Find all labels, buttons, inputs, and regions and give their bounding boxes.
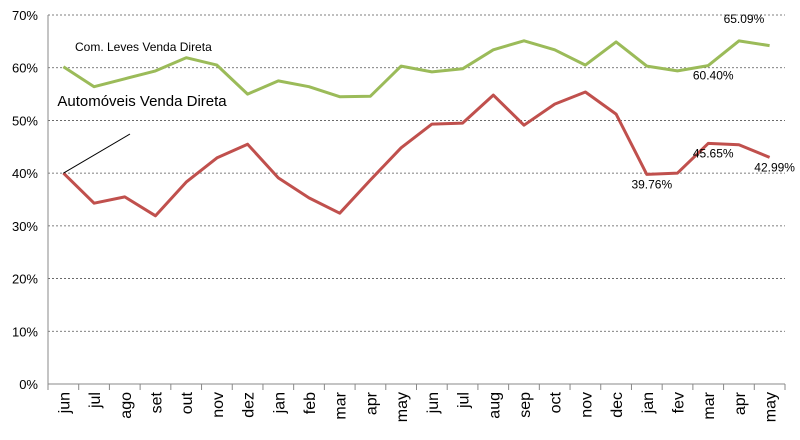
y-tick-label: 40% [12,166,38,181]
y-tick-label: 60% [12,61,38,76]
series-line [62,90,771,218]
x-tick-label: aug [486,392,503,419]
x-tick-label: dec [609,392,626,418]
y-tick-label: 10% [12,324,38,339]
y-tick-label: 30% [12,219,38,234]
x-tick-label: jun [56,392,73,414]
x-tick-label: jan [271,392,288,414]
y-tick-label: 20% [12,272,38,287]
data-label: 60.40% [693,69,734,83]
y-tick-label: 50% [12,113,38,128]
x-tick-label: dez [241,392,258,418]
x-tick-label: mar [701,391,718,419]
x-tick-label: jul [456,392,473,409]
series-line [62,39,770,99]
x-tick-label: out [179,391,196,414]
x-tick-label: may [394,392,411,422]
x-tick-label: apr [363,391,380,415]
x-tick-label: nov [210,392,227,418]
x-tick-label: jan [640,392,657,414]
series-label: Com. Leves Venda Direta [75,40,212,54]
x-tick-label: sep [517,392,534,418]
y-tick-label: 0% [19,377,38,392]
x-tick-label: feb [302,392,319,414]
x-tick-label: apr [732,391,749,415]
series-label: Automóveis Venda Direta [57,93,227,110]
data-label: 45.65% [693,146,734,160]
leader-line [63,133,131,174]
data-label: 42.99% [754,160,795,174]
y-tick-label: 70% [12,8,38,23]
data-label: 65.09% [724,12,765,26]
x-tick-label: jun [425,392,442,414]
data-label: 39.76% [631,177,672,191]
x-tick-label: may [763,392,780,422]
x-tick-label: oct [548,391,565,413]
x-tick-label: jul [87,392,104,409]
x-tick-label: fev [671,392,688,413]
x-tick-label: mar [333,391,350,419]
x-tick-label: ago [118,392,135,419]
x-tick-label: set [148,391,165,413]
x-tick-label: nov [578,392,595,418]
